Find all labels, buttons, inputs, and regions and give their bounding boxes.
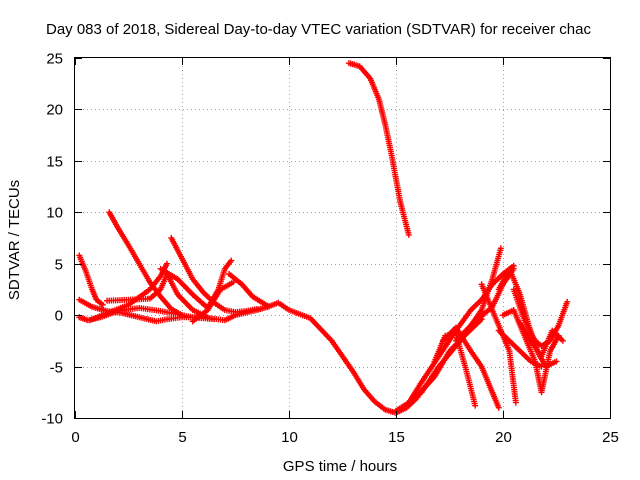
series-arc-13	[393, 307, 474, 414]
series-arc-23	[500, 307, 562, 396]
series-arc-16	[431, 330, 479, 409]
grid-lines	[75, 58, 610, 418]
plus-marker	[405, 231, 412, 238]
series-arc-25	[517, 320, 566, 360]
y-tick-label: -10	[41, 411, 63, 428]
plus-marker	[228, 257, 235, 264]
tick-labels: 0 5 10 15 20 25 -10 -5 0 5 10 15 20 25	[41, 51, 619, 447]
plus-marker	[253, 305, 260, 312]
x-tick-label: 0	[71, 429, 79, 446]
series-arc-6	[104, 271, 211, 321]
plus-marker	[211, 316, 218, 323]
series-arc-11	[264, 299, 421, 416]
series-arc-10	[226, 271, 271, 309]
plus-marker	[99, 301, 106, 308]
chart-title: Day 083 of 2018, Sidereal Day-to-day VTE…	[46, 21, 591, 38]
series-arc-24	[510, 286, 571, 349]
plus-marker	[510, 262, 517, 269]
plus-marker	[497, 245, 504, 252]
y-tick-label: 15	[46, 154, 63, 171]
plus-marker	[204, 314, 211, 321]
series-arc-12	[345, 60, 412, 238]
plus-marker	[553, 358, 560, 365]
y-tick-label: 10	[46, 205, 63, 222]
plus-marker	[472, 402, 479, 409]
series-arc-1	[76, 252, 106, 308]
y-tick-label: -5	[50, 360, 63, 377]
x-tick-label: 10	[281, 429, 298, 446]
series-arc-17	[440, 324, 502, 411]
y-tick-label: 5	[55, 257, 63, 274]
y-axis-label: SDTVAR / TECUs	[6, 180, 23, 300]
series-arc-20	[478, 281, 519, 406]
x-tick-label: 25	[602, 429, 619, 446]
plus-marker	[495, 404, 502, 411]
data-points	[76, 60, 571, 416]
plus-marker	[512, 399, 519, 406]
plus-marker	[564, 298, 571, 305]
y-tick-label: 25	[46, 51, 63, 68]
x-axis-label: GPS time / hours	[283, 458, 397, 475]
y-tick-label: 20	[46, 102, 63, 119]
x-tick-label: 20	[495, 429, 512, 446]
x-tick-label: 5	[178, 429, 186, 446]
x-tick-label: 15	[388, 429, 405, 446]
plus-marker	[164, 260, 171, 267]
plot-frame	[74, 57, 611, 419]
y-tick-label: 0	[55, 308, 63, 325]
plus-marker	[559, 337, 566, 344]
series-arc-9	[189, 279, 237, 325]
